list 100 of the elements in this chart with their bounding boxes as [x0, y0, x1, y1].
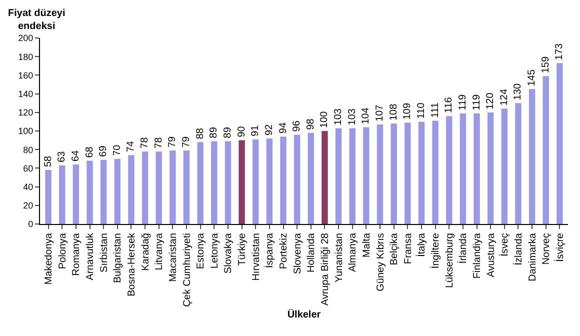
bar: [460, 113, 466, 224]
bar: [197, 142, 204, 224]
y-tick-label: 0: [28, 219, 34, 230]
data-label: 91: [250, 124, 262, 136]
bar: [542, 76, 549, 224]
bar: [432, 120, 438, 224]
data-label: 120: [485, 92, 496, 110]
x-tick-label: Danimarka: [527, 232, 538, 282]
x-tick-label: İsviçre: [554, 232, 566, 262]
bar: [128, 155, 134, 224]
bar: [446, 116, 452, 224]
bar: [294, 134, 300, 224]
x-tick-label: Hollanda: [306, 232, 318, 272]
bar: [156, 151, 162, 224]
bar: [266, 138, 273, 224]
data-label: 63: [56, 150, 68, 162]
data-label: 70: [112, 144, 123, 156]
x-tick-label: Polonya: [57, 232, 68, 270]
data-label: 94: [278, 122, 289, 134]
bar: [224, 141, 232, 224]
data-label: 88: [194, 128, 206, 140]
y-tick-label: 60: [23, 163, 34, 174]
x-tick-label: Arnavutluk: [85, 232, 96, 280]
data-label: 104: [360, 107, 372, 124]
x-tick-label: Fransa: [402, 232, 414, 264]
bar: [252, 139, 259, 224]
bar: [114, 158, 121, 224]
y-tick-label: 120: [18, 108, 34, 118]
data-label: 79: [167, 136, 178, 148]
x-tick-label: Karadağ: [140, 233, 152, 271]
bar: [515, 103, 522, 224]
bar: [418, 122, 425, 224]
data-label: 98: [305, 118, 316, 130]
x-tick-label: İrlanda: [457, 232, 470, 264]
bar: [308, 132, 314, 224]
x-tick-label: Romanya: [71, 232, 82, 276]
bar: [72, 164, 80, 224]
x-tick-label: Finlandiya: [472, 232, 484, 279]
y-tick-label: 160: [18, 70, 34, 80]
x-tick-label: Portekiz: [278, 233, 290, 270]
data-label: 111: [430, 102, 441, 118]
x-tick-label: İspanya: [264, 232, 276, 268]
bar: [474, 113, 480, 224]
x-tick-label: Avusturya: [486, 232, 497, 278]
bar: [211, 141, 218, 224]
bar: [170, 150, 176, 224]
y-tick-label: 180: [18, 52, 34, 62]
bar: [86, 160, 93, 224]
x-tick-label: Macaristan: [168, 233, 179, 282]
x-tick-label: Çek Cumhuriyeti: [182, 233, 193, 307]
data-label: 58: [42, 156, 54, 168]
data-label: 173: [554, 42, 566, 60]
x-tick-label: Malta: [361, 232, 372, 258]
x-tick-label: Güney Kıbrıs: [375, 233, 386, 292]
data-label: 145: [526, 69, 538, 86]
data-label: 68: [84, 146, 96, 158]
x-tick-label: Letonya: [209, 232, 220, 269]
x-tick-label: Belçika: [389, 232, 400, 266]
bar: [238, 140, 245, 224]
data-label: 130: [512, 82, 524, 100]
data-label: 96: [292, 120, 303, 132]
bar: [501, 108, 508, 224]
x-axis-title: Ülkeler: [287, 308, 321, 320]
bar: [142, 151, 148, 224]
x-tick-label: İsveç: [498, 233, 511, 256]
bar: [280, 136, 286, 224]
x-tick-label: Bosna-Hersek: [126, 232, 138, 296]
data-label: 89: [222, 126, 234, 138]
bar: [528, 89, 536, 224]
y-tick-label: 40: [23, 182, 34, 192]
data-label: 78: [140, 136, 151, 148]
data-label: 90: [236, 126, 248, 138]
bar: [322, 131, 328, 224]
x-tick-label: Sırbistan: [98, 233, 110, 272]
x-tick-label: İzlanda: [512, 232, 524, 266]
data-label: 107: [374, 104, 386, 122]
data-label: 103: [333, 108, 344, 126]
bar: [349, 128, 356, 224]
data-label: 109: [402, 102, 414, 120]
bar: [556, 63, 563, 224]
y-tick-label: 80: [23, 144, 34, 155]
bar: [59, 165, 66, 224]
x-tick-label: Slovenya: [292, 232, 304, 274]
x-tick-label: Avrupa Birliği 28: [320, 232, 331, 306]
bar: [100, 160, 107, 224]
bar: [376, 124, 384, 224]
x-tick-label: Estonya: [196, 232, 207, 270]
data-label: 89: [208, 126, 220, 138]
y-tick-label: 200: [18, 33, 34, 44]
x-tick-label: Litvanya: [154, 232, 166, 270]
x-tick-label: İngiltere: [430, 232, 442, 269]
y-tick-label: 100: [18, 126, 34, 136]
y-tick-label: 140: [18, 88, 34, 99]
bar: [363, 127, 370, 224]
data-label: 159: [540, 56, 552, 74]
data-label: 78: [153, 136, 164, 148]
x-tick-label: Almanya: [348, 232, 359, 272]
bar: [335, 128, 342, 224]
data-label: 92: [264, 124, 275, 136]
data-label: 103: [346, 108, 358, 126]
